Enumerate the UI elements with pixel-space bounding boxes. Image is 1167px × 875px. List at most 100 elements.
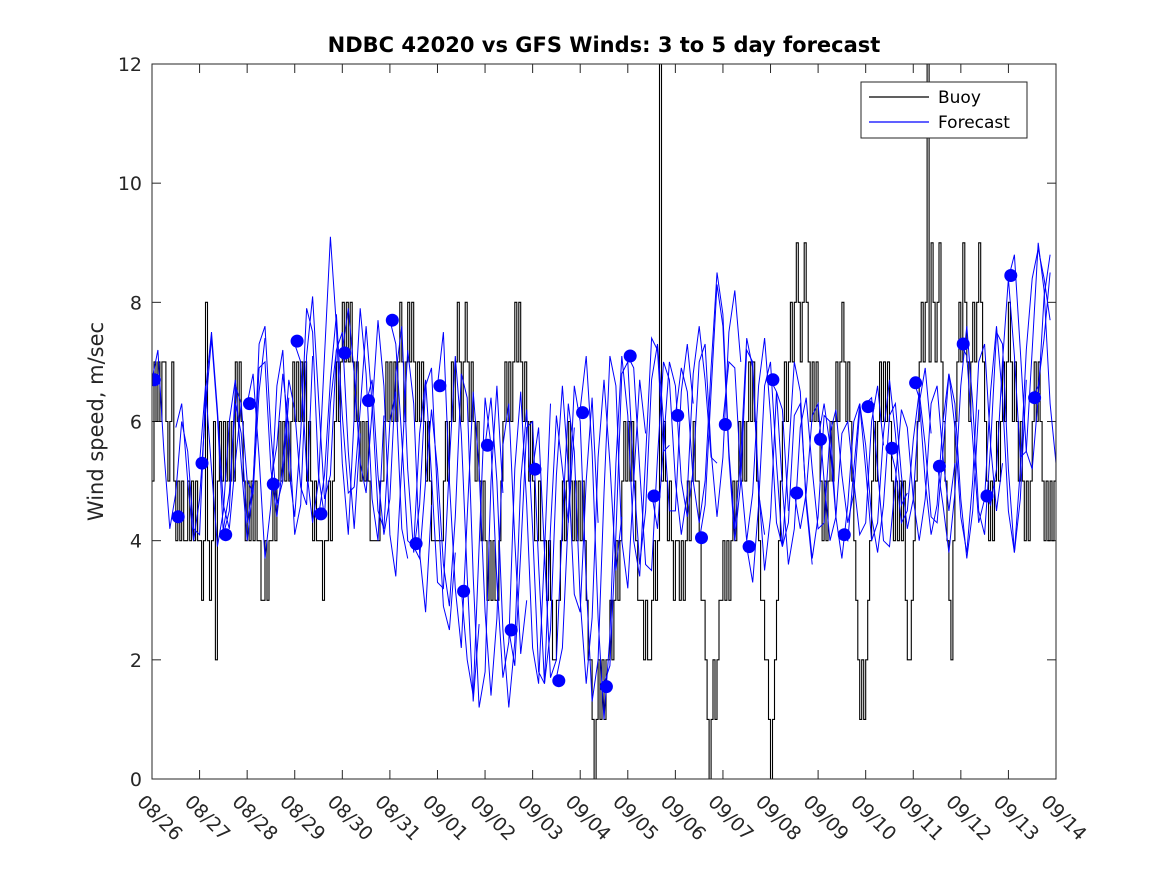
forecast-run-line	[1007, 254, 1051, 470]
forecast-run-line	[437, 332, 528, 696]
forecast-run-line	[793, 385, 884, 541]
forecast-run-line	[318, 314, 409, 559]
forecast-marker	[814, 432, 827, 446]
forecast-marker	[314, 507, 328, 521]
legend: Buoy Forecast	[860, 81, 1028, 139]
forecast-run-line	[413, 373, 504, 708]
forecast-run-line	[912, 343, 1003, 553]
forecast-run-line	[199, 326, 290, 547]
forecast-run-line	[508, 385, 599, 684]
forecast-marker	[433, 379, 447, 393]
forecast-marker	[362, 394, 375, 408]
x-tick-label: 09/07	[703, 791, 757, 845]
forecast-marker	[742, 540, 756, 554]
legend-label-buoy: Buoy	[938, 88, 981, 108]
series-layer	[152, 63, 1056, 780]
forecast-marker	[861, 400, 875, 414]
forecast-marker	[1004, 269, 1018, 282]
forecast-marker	[766, 373, 780, 387]
forecast-run-line	[389, 320, 480, 702]
plot-frame	[151, 63, 1057, 780]
x-tick-label: 09/02	[466, 791, 520, 845]
forecast-marker	[480, 438, 494, 452]
forecast-run-line	[865, 385, 956, 548]
forecast-marker	[219, 528, 233, 542]
forecast-run-line	[674, 272, 766, 535]
forecast-run-line	[294, 236, 385, 541]
forecast-marker	[599, 680, 613, 694]
forecast-marker	[909, 376, 923, 390]
forecast-marker	[266, 477, 280, 491]
forecast-marker	[790, 486, 804, 500]
x-tick-label: 09/09	[799, 791, 853, 845]
forecast-marker	[837, 528, 851, 542]
forecast-run-line	[817, 379, 908, 559]
x-tick-label: 09/05	[608, 791, 662, 845]
forecast-marker	[718, 418, 732, 431]
forecast-run-line	[698, 284, 789, 571]
forecast-run-line	[460, 391, 551, 696]
x-tick-label: 08/27	[180, 791, 234, 845]
x-tick-label: 08/26	[132, 791, 186, 845]
y-axis-label: Wind speed, m/sec	[84, 322, 108, 521]
forecast-marker	[552, 674, 566, 688]
y-tick-label: 6	[130, 412, 142, 434]
x-tick-label: 09/04	[561, 791, 615, 845]
forecast-marker	[457, 584, 471, 598]
legend-label-forecast: Forecast	[938, 113, 1010, 133]
x-tick-label: 08/30	[323, 791, 377, 845]
forecast-run-line	[341, 308, 432, 613]
forecast-marker	[409, 537, 423, 551]
x-tick-label: 08/28	[228, 791, 282, 845]
x-tick-label: 09/11	[894, 791, 948, 845]
forecast-run-line	[936, 326, 1027, 553]
x-tick-label: 09/01	[418, 791, 472, 845]
forecast-marker	[504, 623, 518, 637]
forecast-marker	[171, 510, 185, 524]
forecast-run-line	[960, 248, 1051, 553]
forecast-run-line	[365, 326, 456, 631]
y-tick-label: 8	[130, 292, 142, 314]
x-tick-label: 09/03	[513, 791, 567, 845]
forecast-run-line	[841, 367, 932, 553]
forecast-run-line	[555, 355, 647, 702]
forecast-run-line	[579, 336, 670, 720]
y-tick-label: 2	[130, 650, 142, 672]
forecast-marker	[956, 337, 970, 351]
forecast-marker	[980, 489, 994, 503]
x-tick-label: 09/14	[1036, 791, 1090, 845]
forecast-marker	[623, 349, 637, 363]
forecast-marker	[195, 456, 209, 470]
forecast-run-line	[175, 338, 266, 541]
forecast-run-line	[746, 361, 837, 583]
forecast-run-line	[222, 355, 314, 529]
forecast-run-line	[152, 332, 242, 536]
forecast-marker	[338, 346, 352, 360]
forecast-marker	[695, 531, 708, 545]
x-tick-label: 09/06	[656, 791, 710, 845]
forecast-marker	[385, 313, 399, 327]
x-tick-label: 08/31	[370, 791, 424, 845]
y-tick-label: 12	[118, 54, 142, 76]
forecast-run-line	[270, 296, 361, 535]
x-tick-label: 09/12	[941, 791, 995, 845]
y-tick-label: 10	[118, 173, 142, 195]
y-tick-label: 4	[130, 531, 142, 553]
legend-box	[860, 81, 1028, 139]
x-tick-label: 09/10	[846, 791, 900, 845]
forecast-marker	[932, 459, 946, 473]
forecast-run-line	[603, 343, 694, 684]
forecast-marker	[576, 406, 590, 420]
forecast-marker	[243, 397, 256, 411]
chart-title: NDBC 42020 vs GFS Winds: 3 to 5 day fore…	[328, 33, 881, 57]
forecast-marker	[671, 409, 685, 422]
forecast-marker	[885, 441, 899, 455]
forecast-marker	[1028, 391, 1042, 405]
axis-ticks	[151, 63, 1057, 780]
x-tick-label: 09/08	[751, 791, 805, 845]
y-tick-label: 0	[130, 769, 142, 791]
x-tick-label: 09/13	[989, 791, 1043, 845]
forecast-run-line	[770, 379, 861, 565]
x-tick-label: 08/29	[275, 791, 329, 845]
forecast-marker	[152, 373, 161, 387]
